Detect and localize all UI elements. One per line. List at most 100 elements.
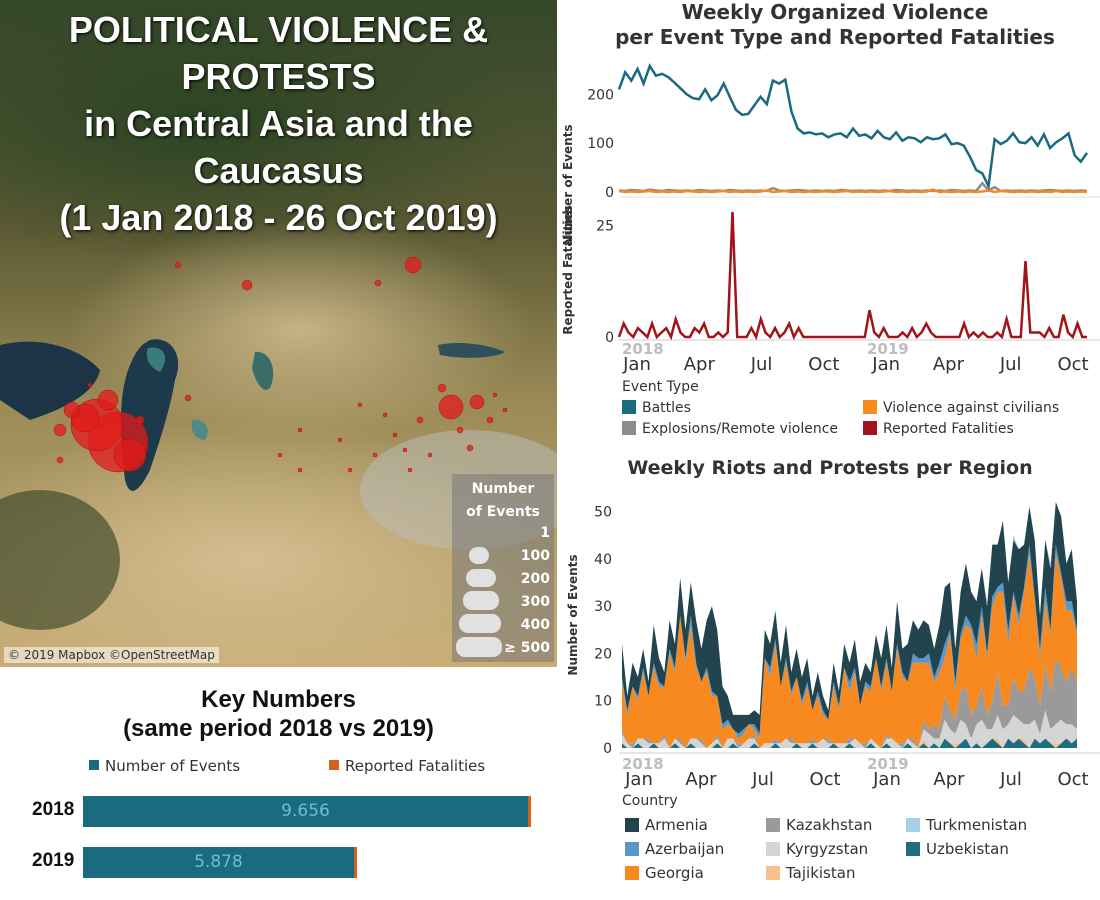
event-bubble[interactable] bbox=[174, 261, 182, 269]
event-bubble[interactable] bbox=[502, 407, 508, 413]
legend-item-tajikistan[interactable]: Tajikistan bbox=[766, 864, 855, 882]
legend-swatch bbox=[906, 818, 920, 832]
event-bubble[interactable] bbox=[347, 467, 353, 473]
event-bubble[interactable] bbox=[407, 467, 413, 473]
reported-fatalities-line[interactable] bbox=[617, 211, 1087, 341]
y-tick-label: 50 bbox=[594, 504, 612, 520]
event-bubble[interactable] bbox=[277, 452, 283, 458]
event-bubble[interactable] bbox=[416, 416, 424, 424]
size-legend-title-line: of Events bbox=[466, 504, 540, 520]
legend-item-uzbekistan[interactable]: Uzbekistan bbox=[906, 840, 1009, 858]
events-bar-2019[interactable]: 5.878 bbox=[83, 847, 354, 878]
area-uzbekistan[interactable] bbox=[622, 738, 1077, 749]
event-bubble[interactable] bbox=[97, 389, 119, 411]
area-armenia[interactable] bbox=[622, 502, 1077, 734]
fatalities-bar-2019[interactable] bbox=[353, 847, 357, 878]
legend-item-violence-against-civilians[interactable]: Violence against civilians bbox=[863, 400, 1059, 416]
y-tick-label: 0 bbox=[605, 330, 614, 346]
event-bubble[interactable] bbox=[469, 394, 485, 410]
organized-title-line: Weekly Organized Violence bbox=[681, 0, 989, 24]
size-legend-label: 200 bbox=[520, 571, 550, 587]
fatalities-panel[interactable]: 0 25 bbox=[596, 211, 1087, 346]
y-tick-label: 200 bbox=[587, 87, 614, 103]
legend-item-georgia[interactable]: Georgia bbox=[625, 864, 704, 882]
legend-item-kazakhstan[interactable]: Kazakhstan bbox=[766, 816, 872, 834]
size-legend-bubble bbox=[463, 591, 499, 610]
event-bubble[interactable] bbox=[382, 412, 388, 418]
year-label: 2018 bbox=[32, 799, 75, 820]
legend-item-turkmenistan[interactable]: Turkmenistan bbox=[906, 816, 1027, 834]
event-bubble[interactable] bbox=[437, 383, 447, 393]
legend-swatch bbox=[625, 866, 639, 880]
fatalities-bar-2018[interactable] bbox=[528, 796, 531, 827]
event-bubble[interactable] bbox=[392, 432, 398, 438]
event-bubble[interactable] bbox=[87, 382, 93, 388]
legend-item-number-of-events[interactable]: Number of Events bbox=[89, 757, 240, 775]
event-bubble[interactable] bbox=[53, 423, 67, 437]
x-tick-label: Apr bbox=[933, 769, 965, 790]
legend-item-azerbaijan[interactable]: Azerbaijan bbox=[625, 840, 724, 858]
x-tick-label: Jan bbox=[871, 354, 900, 375]
map-title-line: POLITICAL VIOLENCE & bbox=[68, 9, 489, 50]
event-bubble[interactable] bbox=[63, 401, 81, 419]
event-bubble[interactable] bbox=[56, 456, 64, 464]
violence-against-civilians-line[interactable] bbox=[618, 188, 1088, 194]
event-bubble[interactable] bbox=[297, 467, 303, 473]
legend-item-reported-fatalities[interactable]: Reported Fatalities bbox=[329, 757, 485, 775]
explosions-line[interactable] bbox=[618, 181, 1088, 193]
event-bubble[interactable] bbox=[241, 279, 253, 291]
event-bubble[interactable] bbox=[135, 415, 145, 425]
map-attribution[interactable]: © 2019 Mapbox ©OpenStreetMap bbox=[4, 647, 219, 663]
legend-swatch bbox=[863, 421, 877, 435]
event-bubble[interactable] bbox=[113, 438, 147, 472]
event-bubble[interactable] bbox=[466, 444, 474, 452]
event-bubble[interactable] bbox=[492, 392, 498, 398]
events-bar-2018[interactable]: 9.656 bbox=[83, 796, 528, 827]
battles-line[interactable] bbox=[617, 63, 1089, 191]
legend-item-reported-fatalities[interactable]: Reported Fatalities bbox=[863, 421, 1014, 437]
event-bubble[interactable] bbox=[337, 437, 343, 443]
legend-label: Violence against civilians bbox=[883, 400, 1060, 416]
year-label: 2018 bbox=[622, 755, 664, 773]
event-bubble[interactable] bbox=[402, 447, 408, 453]
size-legend-title: Number of Events bbox=[452, 478, 554, 524]
legend-label: Number of Events bbox=[105, 757, 241, 775]
event-bubble[interactable] bbox=[438, 394, 464, 420]
events-panel[interactable]: 0 100 200 bbox=[587, 63, 1089, 201]
legend-item-kyrgyzstan[interactable]: Kyrgyzstan bbox=[766, 840, 868, 858]
riots-protests-chart[interactable]: Number of Events 0 10 20 30 40 50 Jan Apr Jul Oc… bbox=[557, 490, 1100, 795]
event-bubble[interactable] bbox=[357, 402, 363, 408]
event-bubble[interactable] bbox=[297, 427, 303, 433]
event-bubble[interactable] bbox=[456, 426, 464, 434]
legend-item-explosions[interactable]: Explosions/Remote violence bbox=[622, 421, 838, 437]
area-kyrgyzstan[interactable] bbox=[622, 710, 1077, 748]
size-legend-label: 1 bbox=[540, 525, 550, 541]
legend-item-battles[interactable]: Battles bbox=[622, 400, 691, 416]
x-tick-label: Jul bbox=[751, 769, 774, 790]
key-title-line: Key Numbers bbox=[201, 686, 356, 713]
stacked-area-plot[interactable]: 0 10 20 30 40 50 bbox=[594, 502, 1077, 757]
event-bubble[interactable] bbox=[372, 452, 378, 458]
legend-swatch bbox=[766, 842, 780, 856]
map-title-line: in Central Asia and the bbox=[84, 103, 473, 144]
protests-axis-label: Number of Events bbox=[566, 554, 580, 675]
legend-label: Reported Fatalities bbox=[883, 421, 1014, 437]
y-tick-label: 40 bbox=[594, 552, 612, 568]
area-georgia[interactable] bbox=[622, 554, 1077, 748]
legend-label: Uzbekistan bbox=[926, 840, 1009, 858]
y-tick-label: 0 bbox=[603, 741, 612, 757]
legend-item-armenia[interactable]: Armenia bbox=[625, 816, 708, 834]
map-panel[interactable]: POLITICAL VIOLENCE & PROTESTS in Central… bbox=[0, 0, 557, 667]
y-tick-label: 10 bbox=[594, 694, 612, 710]
event-bubble[interactable] bbox=[427, 452, 433, 458]
x-tick-label: Oct bbox=[808, 354, 839, 375]
event-bubble[interactable] bbox=[404, 256, 422, 274]
event-bubble[interactable] bbox=[374, 279, 382, 287]
map-title-line: (1 Jan 2018 - 26 Oct 2019) bbox=[59, 197, 498, 238]
event-bubble[interactable] bbox=[486, 416, 494, 424]
x-tick-label: Jan bbox=[624, 769, 653, 790]
year-label: 2018 bbox=[622, 340, 664, 358]
organized-violence-chart[interactable]: Number of Events Reported Fatalities 0 10… bbox=[557, 55, 1100, 380]
event-bubble[interactable] bbox=[184, 394, 192, 402]
event-bubbles[interactable] bbox=[53, 256, 508, 473]
